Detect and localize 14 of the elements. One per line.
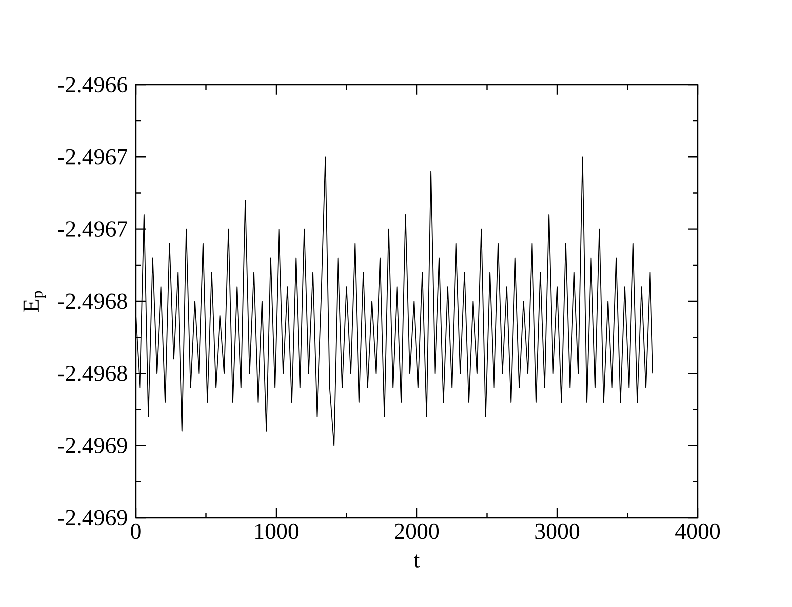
y-tick-label: -2.4967 [58, 149, 128, 165]
y-tick-label: -2.4968 [58, 366, 128, 382]
y-tick-label: -2.4969 [58, 510, 128, 526]
x-tick-label: 0 [131, 524, 141, 540]
x-axis-title: t [414, 554, 420, 568]
y-axis-title: E$_{p}$ [24, 291, 46, 312]
y-tick-label: -2.4969 [58, 438, 128, 454]
y-tick-label: -2.4967 [58, 222, 128, 238]
x-tick-label: 1000 [256, 524, 299, 540]
x-tick-label: 3000 [536, 524, 580, 540]
x-tick-label: 4000 [676, 524, 720, 540]
y-tick-label: -2.4966 [58, 77, 128, 93]
x-tick-label: 2000 [395, 524, 440, 540]
y-tick-label: -2.4968 [58, 294, 128, 310]
